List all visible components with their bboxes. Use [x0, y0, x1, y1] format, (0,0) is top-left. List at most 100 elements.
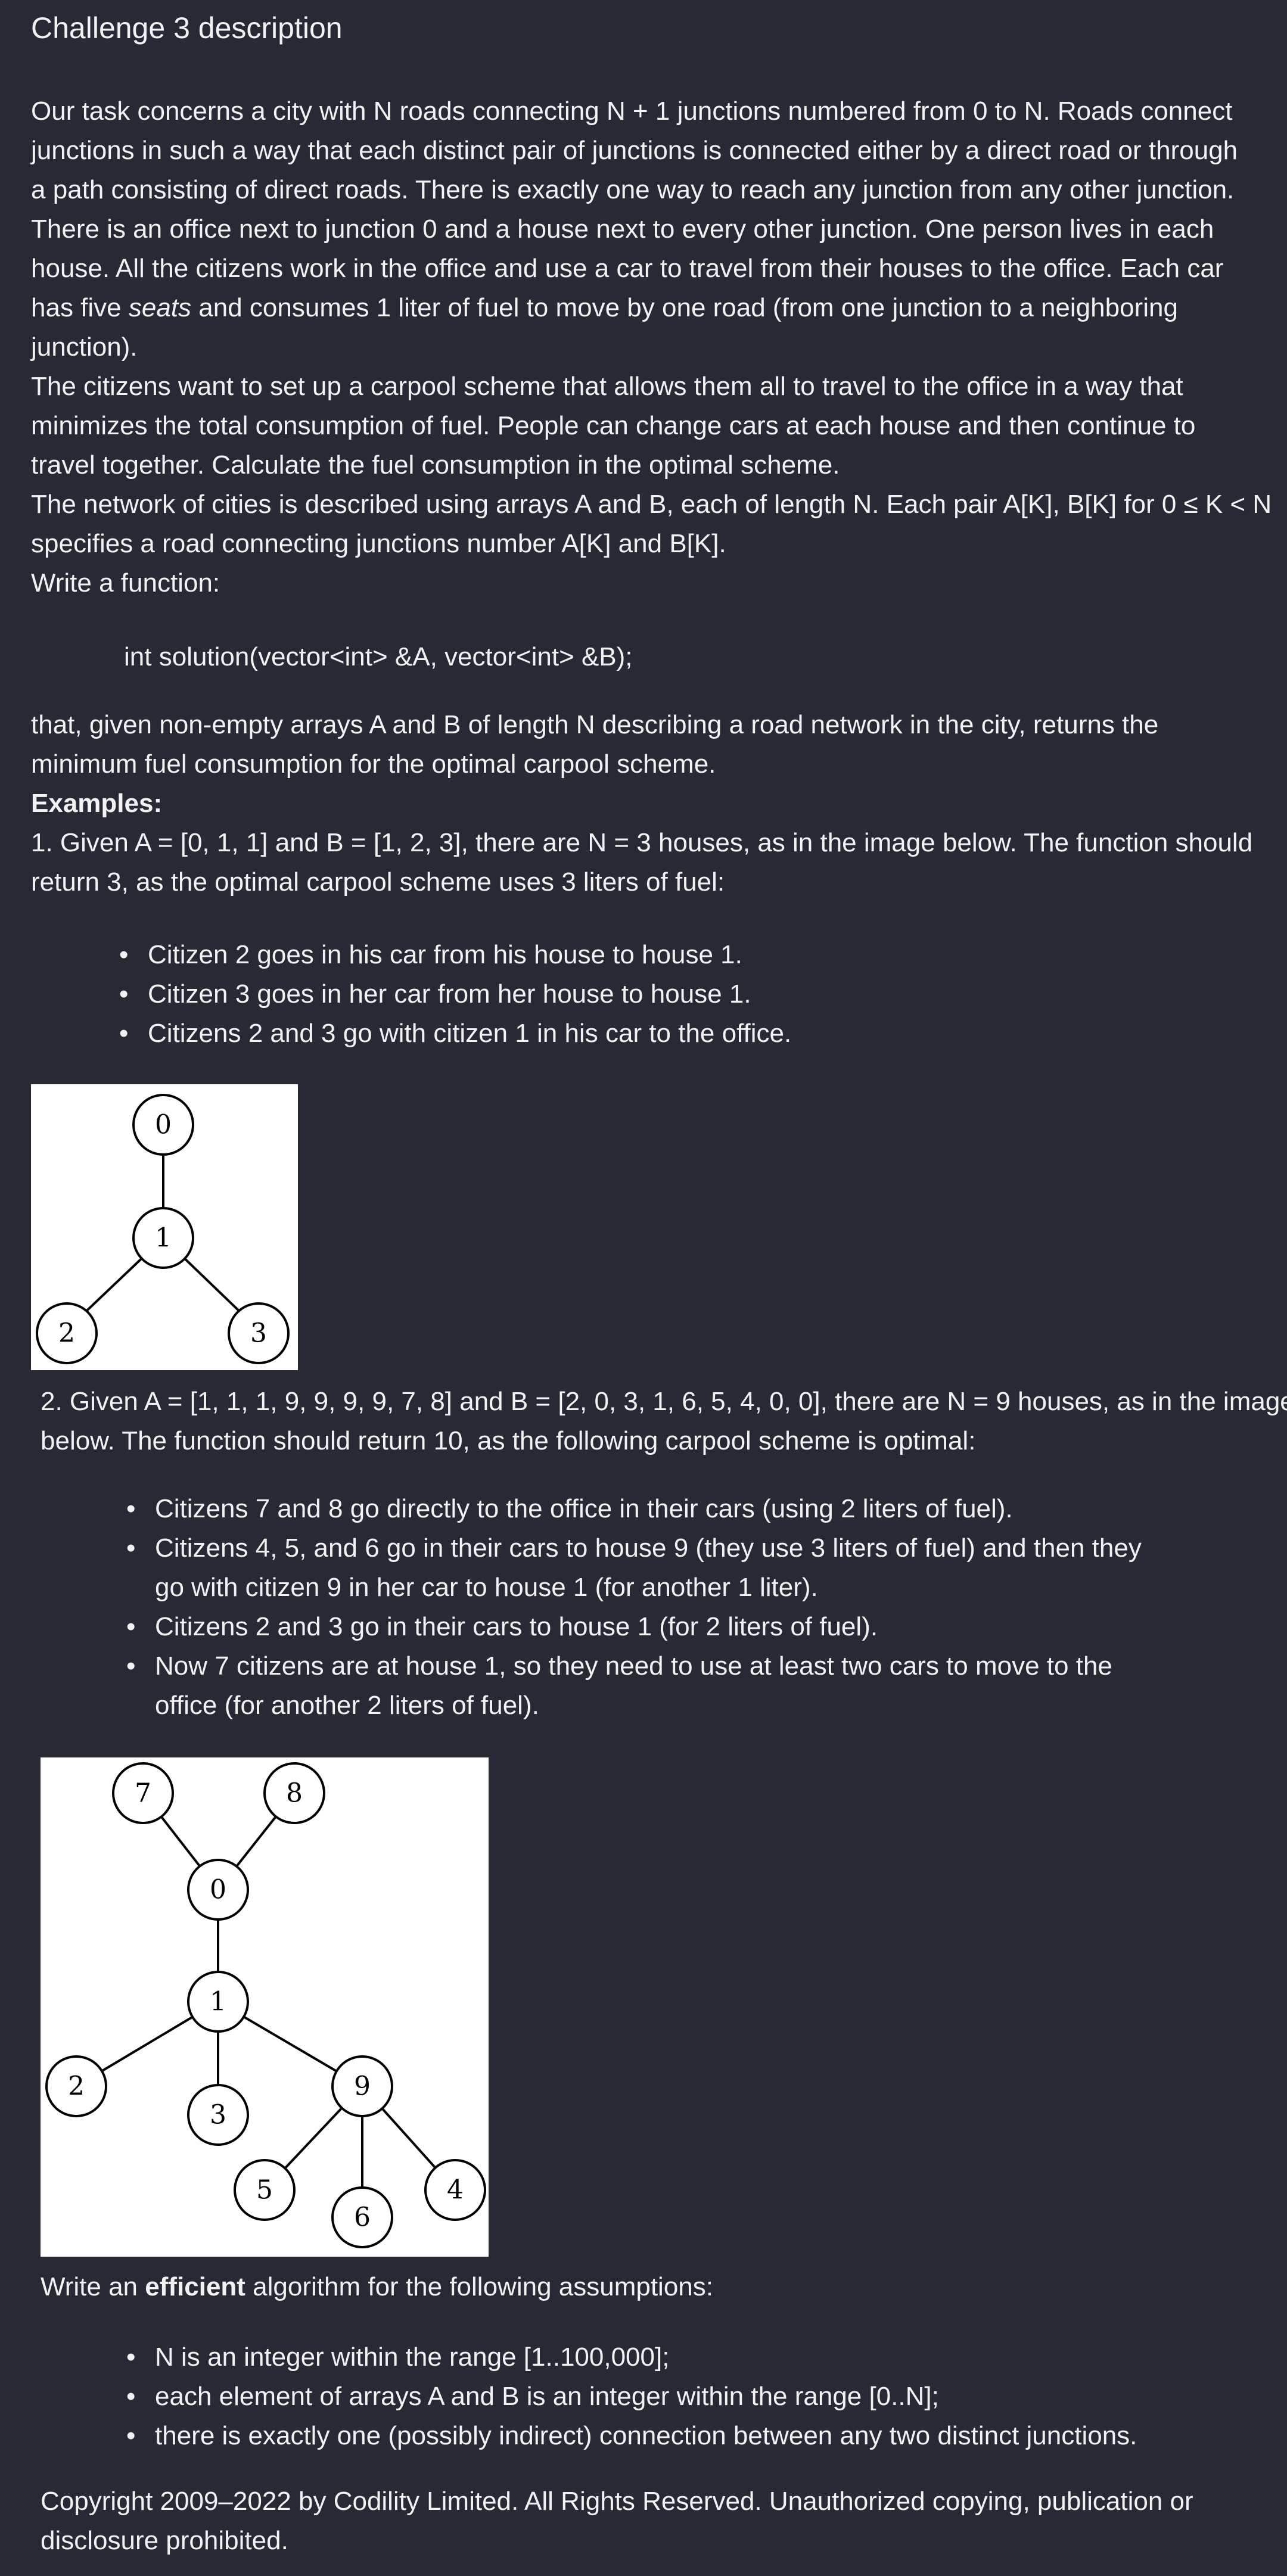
graph-node: [187, 1859, 249, 1921]
list-item: • N is an integer within the range [1..10…: [126, 2338, 1137, 2377]
graph-node: [331, 2055, 393, 2117]
list-item-text: Citizens 7 and 8 go directly to the offi…: [155, 1494, 1013, 1523]
graph-node: [187, 1971, 249, 2033]
node-label: 0: [155, 1110, 172, 1140]
text-line: Write an efficient algorithm for the fol…: [41, 2267, 1268, 2307]
text-line: below. The function should return 10, as…: [41, 1426, 976, 1455]
list-item: • each element of arrays A and B is an in…: [126, 2377, 1137, 2416]
graph-node: [234, 2159, 296, 2221]
tree-diagram: 7 8 0 1 2 9 3 5 4 6: [45, 1762, 486, 2248]
problem-description: Our task concerns a city with N roads co…: [31, 92, 1272, 603]
list-item-text: Citizen 3 goes in her car from her house…: [148, 979, 751, 1009]
list-item-text: go with citizen 9 in her car to house 1 …: [155, 1573, 818, 1602]
bullet-icon: •: [126, 1494, 136, 1523]
graph-node: [36, 1302, 98, 1364]
list-item-text: N is an integer within the range [1..100…: [155, 2342, 670, 2372]
list-item-text: Citizens 2 and 3 go with citizen 1 in hi…: [148, 1019, 792, 1048]
list-item-text: Now 7 citizens are at house 1, so they n…: [155, 1651, 1112, 1681]
list-item-text: Citizen 2 goes in his car from his house…: [148, 940, 742, 969]
list-item-text: there is exactly one (possibly indirect)…: [155, 2421, 1137, 2450]
return-description: that, given non-empty arrays A and B of …: [31, 705, 1258, 902]
text-line: a path consisting of direct roads. There…: [31, 175, 1235, 204]
node-label: 2: [68, 2071, 85, 2102]
tree-diagram: 0 1 2 3: [36, 1094, 290, 1364]
list-item-text: Citizens 2 and 3 go in their cars to hou…: [155, 1612, 878, 1641]
list-item: • Citizens 4, 5, and 6 go in their cars t…: [126, 1529, 1142, 1607]
node-label: 1: [210, 1987, 226, 2017]
list-item-text: office (for another 2 liters of fuel).: [155, 1691, 539, 1720]
bold-text: efficient: [145, 2272, 245, 2301]
text-line: house. All the citizens work in the offi…: [31, 254, 1224, 283]
bullet-icon: •: [126, 1651, 136, 1681]
node-label: 5: [256, 2175, 273, 2205]
page-title: Challenge 3 description: [31, 11, 343, 45]
example1-bullets: • Citizen 2 goes in his car from his hous…: [119, 935, 792, 1053]
node-label: 8: [286, 1778, 303, 1809]
examples-heading: Examples:: [31, 789, 163, 818]
list-item: • Citizens 7 and 8 go directly to the off…: [126, 1489, 1142, 1529]
list-item: • Citizen 2 goes in his car from his hous…: [119, 935, 791, 975]
efficiency-statement: Write an efficient algorithm for the fol…: [41, 2267, 1268, 2307]
graph-node: [132, 1094, 194, 1156]
graph-node: [331, 2186, 393, 2248]
list-item-text: each element of arrays A and B is an int…: [155, 2382, 939, 2411]
text-line: return 3, as the optimal carpool scheme …: [31, 867, 725, 897]
text-line: The citizens want to set up a carpool sc…: [31, 372, 1183, 401]
bullet-icon: •: [126, 2382, 136, 2411]
text-line: disclosure prohibited.: [41, 2526, 288, 2555]
text-segment: and consumes 1 liter of fuel to move by …: [191, 293, 1178, 322]
text-line: Copyright 2009–2022 by Codility Limited.…: [41, 2487, 1193, 2516]
text-segment: Write an: [41, 2272, 145, 2301]
list-item: • Citizens 2 and 3 go with citizen 1 in h…: [119, 1014, 792, 1053]
node-label: 4: [447, 2175, 464, 2205]
text-line: 1. Given A = [0, 1, 1] and B = [1, 2, 3]…: [31, 828, 1253, 857]
text-line: that, given non-empty arrays A and B of …: [31, 710, 1159, 739]
graph-node: [424, 2159, 486, 2221]
bullet-icon: •: [119, 979, 129, 1009]
node-label: 7: [135, 1778, 151, 1809]
bullet-icon: •: [126, 2421, 136, 2450]
node-label: 3: [250, 1318, 267, 1349]
text-line: The network of cities is described using…: [31, 490, 1272, 519]
list-item: • Citizens 2 and 3 go in their cars to ho…: [126, 1607, 1142, 1647]
text-line: junctions in such a way that each distin…: [31, 136, 1238, 165]
node-label: 2: [58, 1318, 75, 1349]
text-line: Our task concerns a city with N roads co…: [31, 97, 1233, 126]
graph-node: [228, 1302, 290, 1364]
text-line: specifies a road connecting junctions nu…: [31, 529, 726, 558]
list-item: • there is exactly one (possibly indirect…: [126, 2416, 1137, 2456]
example2-graph-image: 7 8 0 1 2 9 3 5 4 6: [41, 1757, 489, 2257]
node-label: 3: [210, 2100, 226, 2130]
text-line: 2. Given A = [1, 1, 1, 9, 9, 9, 9, 7, 8]…: [41, 1387, 1287, 1416]
graph-node: [132, 1207, 194, 1269]
example2-description: 2. Given A = [1, 1, 1, 9, 9, 9, 9, 7, 8]…: [41, 1382, 1287, 1461]
graph-node: [187, 2084, 249, 2146]
function-signature: int solution(vector<int> &A, vector<int>…: [124, 642, 633, 671]
node-label: 1: [155, 1223, 172, 1253]
text-line: minimum fuel consumption for the optimal…: [31, 749, 716, 779]
bullet-icon: •: [126, 1533, 136, 1563]
list-item: • Citizen 3 goes in her car from her hous…: [119, 975, 791, 1014]
list-item: • Now 7 citizens are at house 1, so they …: [126, 1647, 1142, 1725]
list-item-text: Citizens 4, 5, and 6 go in their cars to…: [155, 1533, 1142, 1563]
text-line: minimizes the total consumption of fuel.…: [31, 411, 1196, 440]
copyright-notice: Copyright 2009–2022 by Codility Limited.…: [41, 2482, 1268, 2561]
italic-text: seats: [128, 293, 192, 322]
bullet-icon: •: [119, 1019, 129, 1048]
assumptions-list: • N is an integer within the range [1..10…: [126, 2338, 1137, 2456]
example2-bullets: • Citizens 7 and 8 go directly to the off…: [126, 1489, 1142, 1725]
text-segment: has five: [31, 293, 129, 322]
node-label: 6: [354, 2202, 371, 2233]
text-line: travel together. Calculate the fuel cons…: [31, 450, 840, 480]
node-label: 9: [354, 2071, 371, 2102]
graph-node: [263, 1762, 325, 1824]
graph-node: [112, 1762, 174, 1824]
text-segment: algorithm for the following assumptions:: [245, 2272, 713, 2301]
graph-node: [45, 2055, 107, 2117]
node-label: 0: [210, 1875, 226, 1905]
bullet-icon: •: [126, 1612, 136, 1641]
text-line: has five seats and consumes 1 liter of f…: [31, 288, 1258, 328]
bullet-icon: •: [126, 2342, 136, 2372]
text-line: There is an office next to junction 0 an…: [31, 214, 1214, 244]
text-line: junction).: [31, 332, 138, 362]
